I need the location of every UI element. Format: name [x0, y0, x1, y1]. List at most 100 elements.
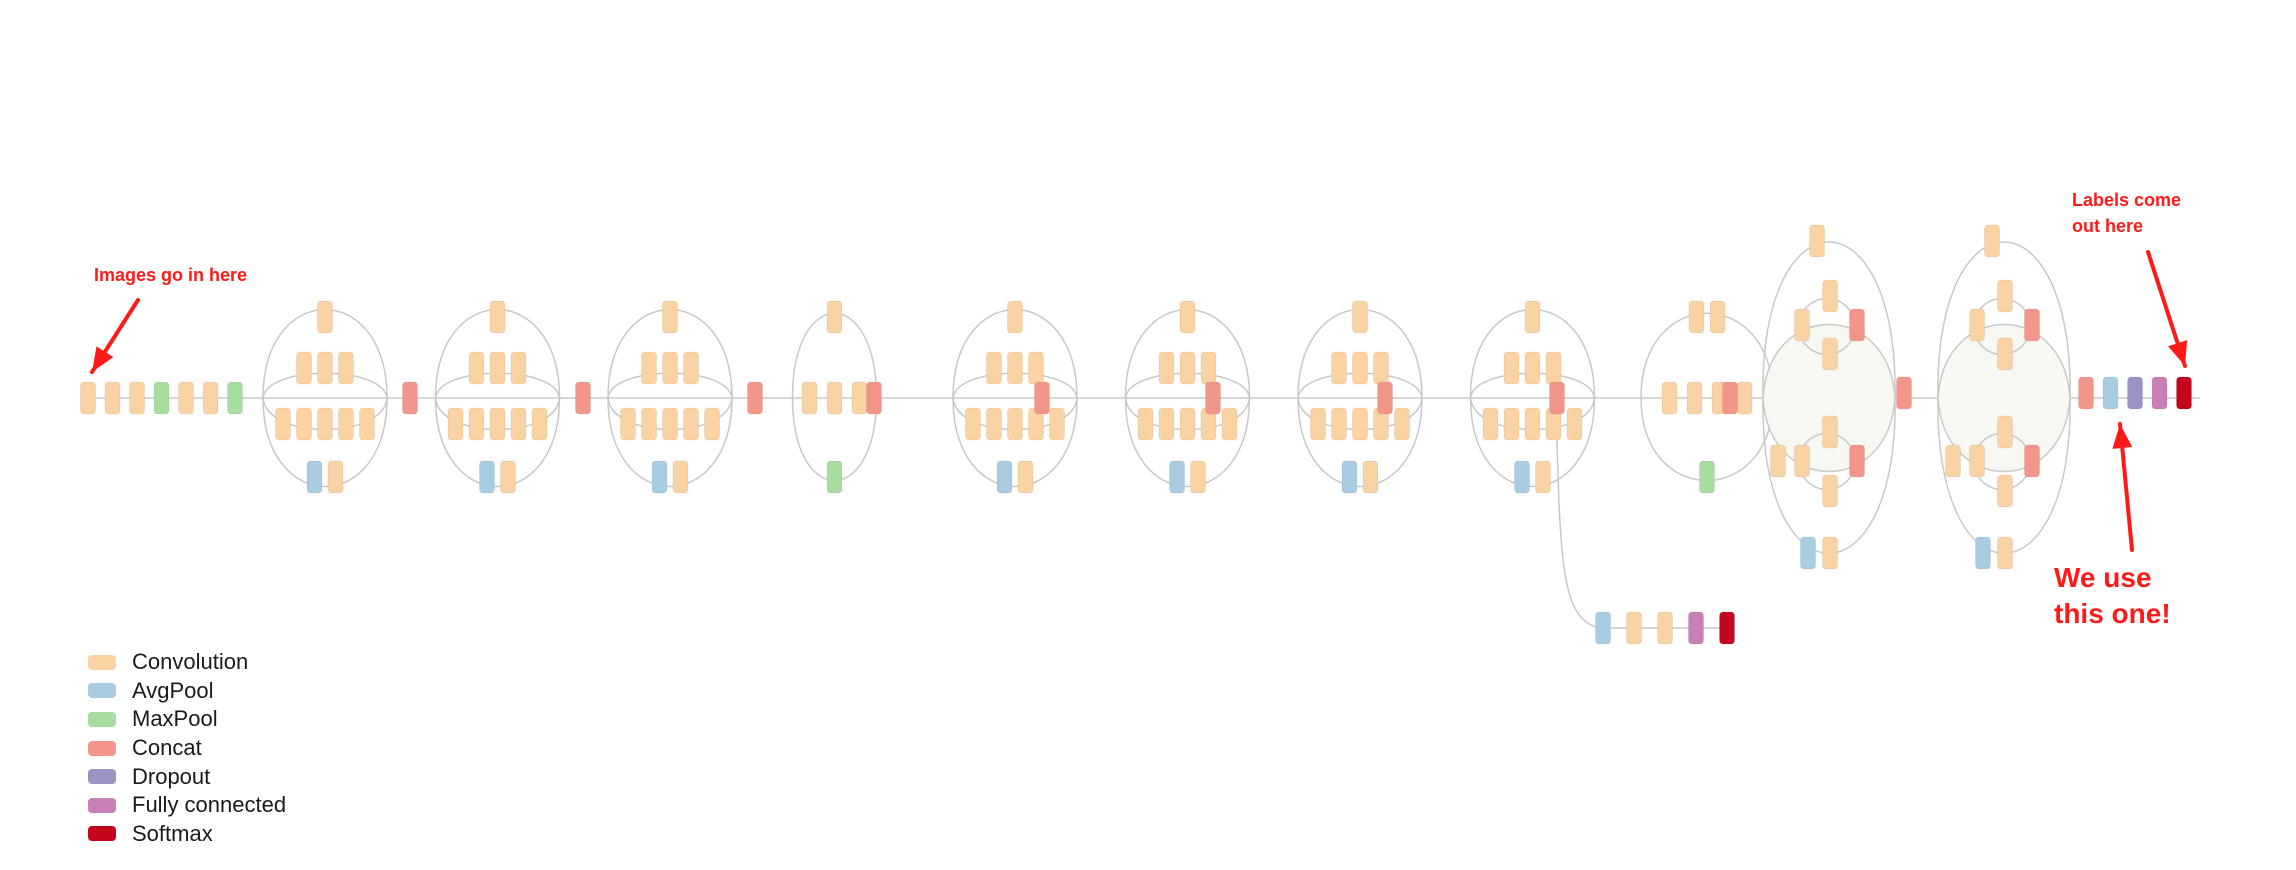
convolution-node: [489, 300, 506, 334]
convolution-node: [468, 407, 485, 441]
convolution-node: [104, 381, 121, 415]
convolution-node: [1535, 460, 1551, 494]
convolution-node: [338, 351, 354, 385]
fully-connected-node: [2151, 376, 2168, 410]
convolution-node: [447, 407, 464, 441]
annotation-arrow-head: [2168, 340, 2188, 366]
convolution-node: [1984, 224, 2000, 258]
convolution-node: [1137, 407, 1154, 441]
convolution-node: [641, 351, 657, 385]
legend-item: Concat: [88, 734, 286, 763]
convolution-node: [662, 407, 678, 441]
concat-node: [1849, 444, 1865, 478]
avgpool-node: [479, 460, 495, 494]
convolution-node: [1566, 407, 1583, 441]
dropout-node: [2127, 376, 2143, 410]
concat-node: [1205, 381, 1221, 415]
convolution-node: [296, 351, 312, 385]
convolution-node: [851, 381, 868, 415]
convolution-node: [1822, 279, 1838, 313]
convolution-node: [1997, 415, 2013, 449]
convolution-node: [468, 351, 485, 385]
convolution-node: [1352, 300, 1368, 334]
concat-node: [1849, 308, 1865, 342]
convolution-node: [1352, 407, 1368, 441]
avgpool-swatch: [88, 683, 116, 699]
concat-node: [575, 381, 591, 415]
legend-item: AvgPool: [88, 677, 286, 706]
concat-node: [1896, 376, 1912, 410]
avgpool-node: [1514, 460, 1530, 494]
convolution-node: [510, 407, 527, 441]
convolution-node: [1049, 407, 1065, 441]
avgpool-node: [1595, 611, 1611, 645]
legend-label: Convolution: [132, 649, 249, 675]
convolution-node: [1822, 536, 1838, 570]
maxpool-node: [227, 381, 243, 415]
convolution-node: [80, 381, 96, 415]
convolution-node: [1394, 407, 1410, 441]
convolution-node: [1770, 444, 1786, 478]
maxpool-node: [153, 381, 170, 415]
legend-label: Dropout: [132, 763, 211, 789]
concat-swatch: [88, 740, 116, 756]
convolution-node: [1158, 407, 1175, 441]
convolution-node: [986, 407, 1002, 441]
convolution-node: [1221, 407, 1238, 441]
input-annotation: Images go in here: [94, 265, 248, 285]
convolution-node: [1482, 407, 1499, 441]
convolution-node: [1661, 381, 1678, 415]
convolution-node: [129, 381, 145, 415]
avgpool-node: [1341, 460, 1358, 494]
convolution-node: [359, 407, 375, 441]
legend-label: Softmax: [132, 820, 213, 846]
convolution-node: [317, 300, 333, 334]
annotation-arrows: [90, 250, 2188, 552]
convolution-node: [1158, 351, 1175, 385]
legend-item: MaxPool: [88, 705, 286, 734]
convolution-node: [1794, 308, 1810, 342]
legend-item: Fully connected: [88, 791, 286, 820]
fully-connected-node: [1688, 611, 1704, 645]
use-annotation: We use this one!: [2054, 562, 2171, 629]
legend: Convolution AvgPool MaxPool Concat Dropo…: [88, 648, 286, 848]
softmax-node: [2176, 376, 2192, 410]
convolution-node: [1657, 611, 1673, 645]
convolution-node: [296, 407, 312, 441]
convolution-node: [1017, 460, 1034, 494]
fully-connected-swatch: [88, 797, 116, 813]
convolution-node: [327, 460, 344, 494]
convolution-node: [826, 381, 843, 415]
convolution-node: [317, 407, 333, 441]
convolution-node: [1997, 474, 2013, 508]
convolution-node: [1997, 536, 2013, 570]
convolution-node: [1331, 407, 1347, 441]
convolution-node: [1524, 300, 1541, 334]
convolution-node: [338, 407, 354, 441]
convolution-node: [1969, 308, 1985, 342]
convolution-node: [1179, 300, 1196, 334]
convolution-node: [1007, 351, 1023, 385]
convolution-node: [662, 351, 678, 385]
concat-node: [1034, 381, 1050, 415]
convolution-node: [275, 407, 291, 441]
convolution-node: [1809, 224, 1825, 258]
convolution-node: [1969, 444, 1985, 478]
maxpool-swatch: [88, 711, 116, 727]
convolution-node: [1626, 611, 1642, 645]
convolution-node: [1997, 279, 2013, 313]
annotation-arrow-head: [92, 346, 114, 372]
convolution-node: [1179, 351, 1196, 385]
connector-edge: [1555, 397, 1730, 629]
avgpool-node: [1975, 536, 1991, 570]
convolution-node: [801, 381, 818, 415]
convolution-node: [1007, 300, 1023, 334]
avgpool-node: [651, 460, 668, 494]
maxpool-node: [826, 460, 843, 494]
concat-node: [866, 381, 882, 415]
convolution-node: [317, 351, 333, 385]
convolution-node: [1331, 351, 1347, 385]
convolution-node: [489, 351, 506, 385]
convolution-node: [1179, 407, 1196, 441]
